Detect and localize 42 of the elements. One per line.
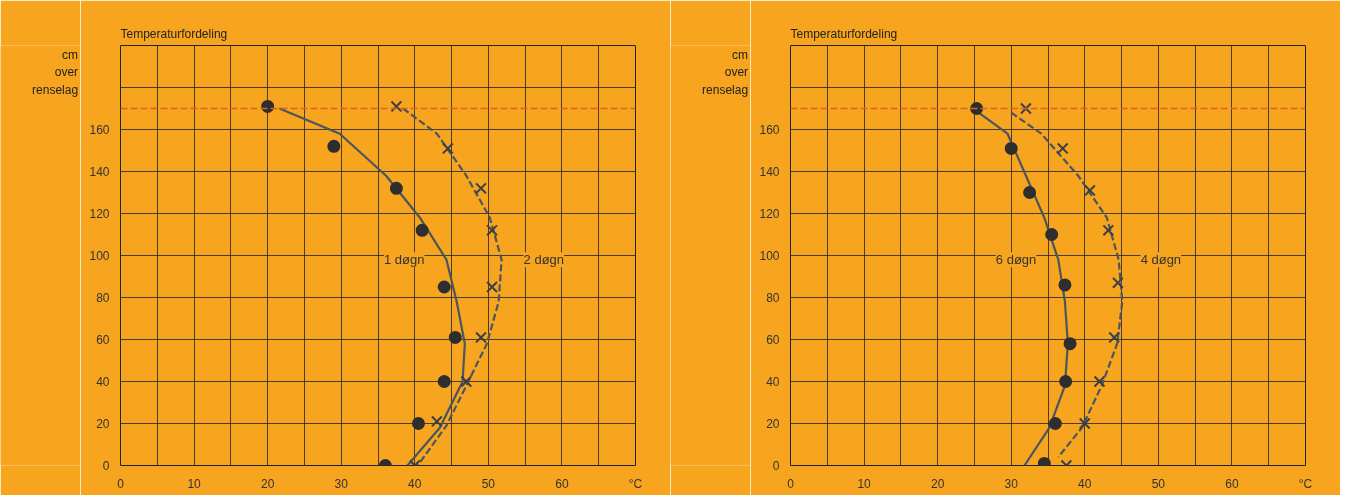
y-tick-label: 100 [89, 249, 110, 263]
y-tick-label: 20 [96, 417, 110, 431]
y-tick-label: 160 [759, 123, 780, 137]
x-tick-label: °C [628, 476, 643, 491]
y-tick-label: 40 [96, 375, 110, 389]
y-tick-label: 140 [89, 165, 110, 179]
x-tick-label: 60 [1225, 476, 1239, 491]
y-tick-label: 20 [766, 417, 780, 431]
y-tick-label: 0 [102, 459, 110, 473]
y-tick-label: 160 [89, 123, 110, 137]
x-tick-label: 10 [187, 476, 202, 491]
x-tick-label: 30 [1004, 476, 1019, 491]
series-label: 4 døgn [1140, 252, 1182, 268]
y-tick-label: 80 [766, 291, 780, 305]
chart-title: Temperaturfordeling [120, 26, 228, 41]
x-tick-label: 30 [334, 476, 349, 491]
x-tick-label: 20 [260, 476, 275, 491]
x-tick-label: 10 [857, 476, 872, 491]
series-label: 2 døgn [523, 252, 565, 268]
y-tick-label: 100 [759, 249, 780, 263]
y-tick-label: 40 [766, 375, 780, 389]
y-axis-title: cm over renselag [702, 47, 749, 97]
x-tick-label: 0 [787, 476, 795, 491]
y-tick-label: 60 [766, 333, 780, 347]
x-tick-label: 0 [117, 476, 125, 491]
y-tick-label: 120 [759, 207, 780, 221]
series-label: 1 døgn [383, 252, 425, 268]
y-tick-label: 140 [759, 165, 780, 179]
y-tick-label: 60 [96, 333, 110, 347]
x-tick-label: 60 [555, 476, 569, 491]
x-tick-label: °C [1298, 476, 1313, 491]
y-tick-label: 80 [96, 291, 110, 305]
x-tick-label: 20 [930, 476, 945, 491]
series-label: 6 døgn [995, 252, 1037, 268]
y-axis-title: cm over renselag [32, 47, 79, 97]
x-tick-label: 40 [408, 476, 422, 491]
x-tick-label: 40 [1078, 476, 1092, 491]
y-tick-label: 120 [89, 207, 110, 221]
y-tick-label: 0 [772, 459, 780, 473]
x-tick-label: 50 [1151, 476, 1166, 491]
chart-title: Temperaturfordeling [790, 26, 898, 41]
x-tick-label: 50 [481, 476, 496, 491]
